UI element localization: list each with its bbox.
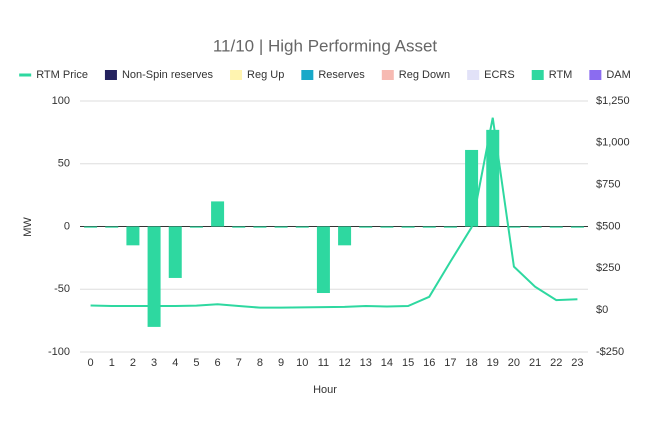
bar	[401, 226, 415, 228]
legend-swatch	[104, 70, 117, 80]
y2-tick-label: $0	[596, 304, 608, 316]
y2-tick-label: $750	[596, 179, 620, 191]
bar	[316, 226, 330, 294]
legend-label: DAM	[606, 69, 630, 81]
legend-label: ECRS	[484, 69, 515, 81]
x-tick-label: 7	[236, 357, 242, 369]
y-tick-label: -50	[54, 283, 70, 295]
bar	[465, 149, 479, 227]
legend-label: Reg Down	[399, 69, 450, 81]
legend-label: RTM	[549, 69, 573, 81]
bar	[253, 226, 267, 228]
bar	[486, 129, 500, 227]
legend-swatch	[467, 70, 480, 80]
legend-swatch	[531, 70, 544, 80]
bar	[528, 226, 542, 228]
y2-tick-label: $500	[596, 220, 620, 232]
x-tick-label: 3	[151, 357, 157, 369]
legend-label: Non-Spin reserves	[122, 69, 214, 81]
y2-tick-label: -$250	[596, 346, 624, 358]
x-tick-label: 23	[571, 357, 583, 369]
x-tick-label: 11	[318, 357, 329, 369]
bar	[211, 201, 225, 227]
x-tick-label: 17	[444, 357, 456, 369]
bar	[359, 226, 373, 228]
bar	[84, 226, 98, 228]
bar	[570, 226, 584, 228]
chart-title: 11/10 | High Performing Asset	[213, 36, 438, 55]
x-tick-label: 8	[257, 357, 263, 369]
x-tick-label: 2	[130, 357, 136, 369]
legend-swatch	[19, 73, 32, 77]
x-tick-label: 10	[296, 357, 308, 369]
y-axis-label: MW	[22, 217, 34, 237]
legend: RTM Price Non-Spin reserves Reg Up Reserves…	[19, 69, 631, 81]
y-tick-label: 0	[64, 220, 70, 232]
x-tick-label: 22	[550, 357, 562, 369]
x-tick-label: 12	[338, 357, 350, 369]
bar	[422, 226, 436, 228]
legend-label: Reg Up	[247, 69, 284, 81]
x-tick-label: 21	[529, 357, 541, 369]
legend-swatch	[589, 70, 602, 80]
y-tick-label: 100	[52, 95, 70, 107]
bar	[189, 226, 203, 228]
x-tick-label: 15	[402, 357, 414, 369]
y2-tick-label: $1,000	[596, 137, 630, 149]
y2-tick-label: $1,250	[596, 95, 630, 107]
x-tick-label: 1	[109, 357, 115, 369]
x-tick-label: 0	[88, 357, 94, 369]
bar	[549, 226, 563, 228]
x-tick-label: 19	[487, 357, 499, 369]
bar	[274, 226, 288, 228]
bar	[338, 226, 352, 246]
x-tick-label: 20	[508, 357, 520, 369]
bar	[295, 226, 309, 228]
x-axis-label: Hour	[313, 384, 337, 396]
bar	[507, 226, 521, 228]
bar	[380, 226, 394, 228]
x-tick-label: 13	[360, 357, 372, 369]
x-tick-label: 9	[278, 357, 284, 369]
price-line	[90, 117, 578, 309]
y-tick-label: 50	[58, 158, 70, 170]
bar	[443, 226, 457, 228]
bar	[126, 226, 140, 246]
x-tick-label: 18	[465, 357, 477, 369]
bar	[147, 226, 161, 327]
legend-swatch	[381, 70, 394, 80]
x-tick-label: 16	[423, 357, 435, 369]
x-tick-label: 6	[215, 357, 221, 369]
legend-swatch	[301, 70, 314, 80]
x-tick-label: 5	[193, 357, 199, 369]
bar	[105, 226, 119, 228]
x-tick-label: 4	[172, 357, 178, 369]
legend-swatch	[230, 70, 243, 80]
bar	[232, 226, 246, 228]
x-tick-label: 14	[381, 357, 393, 369]
legend-label: Reserves	[318, 69, 365, 81]
legend-label: RTM Price	[36, 69, 88, 81]
y2-tick-label: $250	[596, 262, 620, 274]
y-tick-label: -100	[48, 346, 70, 358]
bar	[168, 226, 182, 278]
